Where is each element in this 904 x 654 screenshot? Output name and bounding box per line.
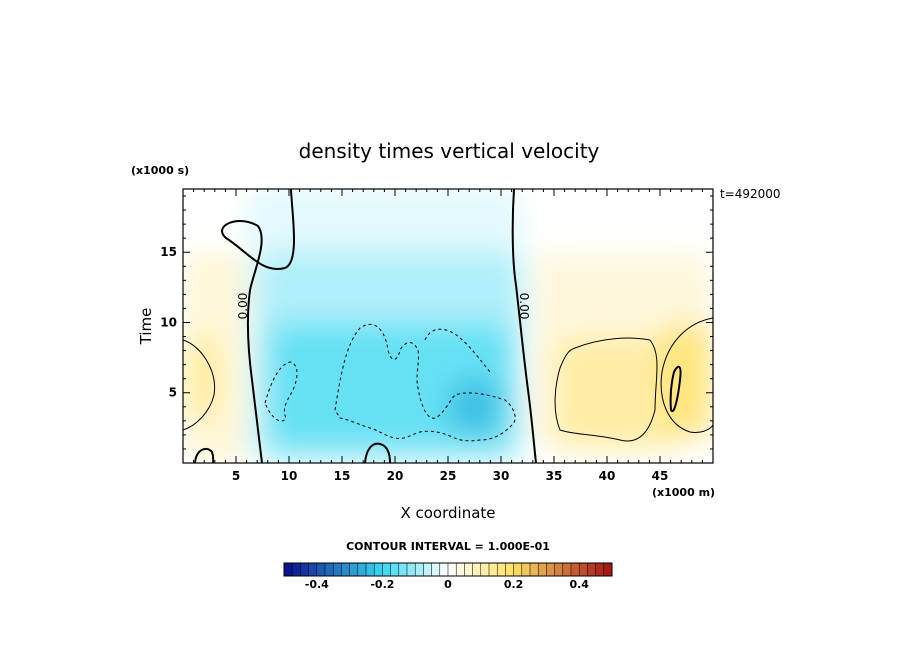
field-region-5 bbox=[448, 378, 501, 435]
contour-interval-text: CONTOUR INTERVAL = 1.000E-01 bbox=[346, 540, 550, 553]
y-tick-label: 15 bbox=[160, 245, 177, 259]
colorbar-tick-label: 0 bbox=[444, 578, 452, 591]
zero-contour-small-left bbox=[194, 447, 215, 463]
colorbar-tick-label: -0.4 bbox=[305, 578, 329, 591]
colorbar-cell bbox=[365, 562, 375, 577]
x-tick-label: 25 bbox=[440, 469, 457, 483]
colorbar-cell bbox=[480, 562, 490, 577]
field-shading bbox=[183, 189, 713, 463]
x-tick-label: 35 bbox=[546, 469, 563, 483]
contour-positive-right bbox=[660, 317, 713, 433]
colorbar-cell bbox=[496, 562, 506, 577]
colorbar-cell bbox=[578, 562, 588, 577]
x-tick-label: 40 bbox=[599, 469, 616, 483]
colorbar-cell bbox=[357, 562, 367, 577]
colorbar-cell bbox=[546, 562, 556, 577]
colorbar-cell bbox=[382, 562, 392, 577]
colorbar-cell bbox=[570, 562, 580, 577]
colorbar-tick-label: -0.2 bbox=[370, 578, 394, 591]
colorbar-cell bbox=[439, 562, 449, 577]
x-tick-label: 30 bbox=[493, 469, 510, 483]
colorbar-cell bbox=[595, 562, 605, 577]
colorbar-cell bbox=[316, 562, 326, 577]
contour-negative-3 bbox=[424, 328, 491, 373]
contour-positive-center bbox=[554, 337, 658, 442]
colorbar-cell bbox=[291, 562, 301, 577]
contour-label-right: 0.00 bbox=[517, 293, 531, 320]
colorbar-cell bbox=[513, 562, 523, 577]
colorbar-cell bbox=[587, 562, 597, 577]
colorbar-cell bbox=[562, 562, 572, 577]
x-tick-label: 5 bbox=[232, 469, 240, 483]
colorbar-cell bbox=[603, 562, 613, 577]
colorbar-cell bbox=[349, 562, 359, 577]
colorbar-cell bbox=[390, 562, 400, 577]
colorbar-ticks: -0.4 -0.2 0 0.2 0.4 bbox=[305, 578, 590, 591]
y-axis-label: Time bbox=[137, 308, 155, 346]
zero-contour-bottom-bump bbox=[364, 442, 391, 463]
contour-positive-core bbox=[669, 365, 682, 413]
x-tick-label: 15 bbox=[334, 469, 351, 483]
zero-contour-left bbox=[221, 189, 295, 463]
field-region-8 bbox=[660, 322, 713, 435]
contour-positive-left bbox=[183, 339, 216, 431]
x-axis-label: X coordinate bbox=[400, 504, 495, 522]
x-tick-label: 20 bbox=[387, 469, 404, 483]
x-tick-label: 45 bbox=[652, 469, 669, 483]
field-region-1 bbox=[183, 336, 221, 421]
colorbar-cell bbox=[300, 562, 310, 577]
colorbar-cell bbox=[447, 562, 457, 577]
colorbar-frame bbox=[283, 562, 613, 577]
x-tick-label: 10 bbox=[281, 469, 298, 483]
y-tick-label: 5 bbox=[169, 386, 177, 400]
colorbar-cell bbox=[414, 562, 424, 577]
contour-label-left: 0.00 bbox=[236, 293, 250, 320]
colorbar-cell bbox=[488, 562, 498, 577]
x-unit-label: (x1000 m) bbox=[652, 486, 715, 499]
colorbar-cell bbox=[308, 562, 318, 577]
colorbar-cell bbox=[521, 562, 531, 577]
colorbar-cell bbox=[505, 562, 515, 577]
colorbar bbox=[283, 562, 613, 577]
colorbar-cell bbox=[423, 562, 433, 577]
y-ticks: 5 10 15 bbox=[160, 195, 713, 450]
colorbar-tick-label: 0.2 bbox=[504, 578, 524, 591]
colorbar-cell bbox=[455, 562, 465, 577]
colorbar-tick-label: 0.4 bbox=[569, 578, 589, 591]
contour-lines bbox=[183, 189, 713, 463]
colorbar-cell bbox=[332, 562, 342, 577]
contour-negative-1 bbox=[264, 361, 298, 422]
y-unit-label: (x1000 s) bbox=[131, 164, 189, 177]
colorbar-cell bbox=[283, 562, 293, 577]
colorbar-cell bbox=[324, 562, 334, 577]
chart-title: density times vertical velocity bbox=[299, 139, 600, 163]
colorbar-cell bbox=[341, 562, 351, 577]
colorbar-cell bbox=[464, 562, 474, 577]
colorbar-cell bbox=[537, 562, 547, 577]
contour-labels: 0.00 0.00 bbox=[236, 293, 531, 320]
zero-contour-right bbox=[511, 189, 537, 463]
colorbar-cell bbox=[472, 562, 482, 577]
field-region-7 bbox=[554, 336, 682, 449]
x-ticks: 5 10 15 20 25 30 35 40 45 bbox=[193, 189, 703, 483]
y-tick-label: 10 bbox=[160, 315, 177, 329]
colorbar-cell bbox=[398, 562, 408, 577]
colorbar-cell bbox=[554, 562, 564, 577]
colorbar-cell bbox=[431, 562, 441, 577]
contour-negative-2 bbox=[334, 323, 516, 442]
time-annotation: t=492000 bbox=[720, 187, 781, 201]
colorbar-cell bbox=[529, 562, 539, 577]
colorbar-cell bbox=[373, 562, 383, 577]
colorbar-cell bbox=[406, 562, 416, 577]
